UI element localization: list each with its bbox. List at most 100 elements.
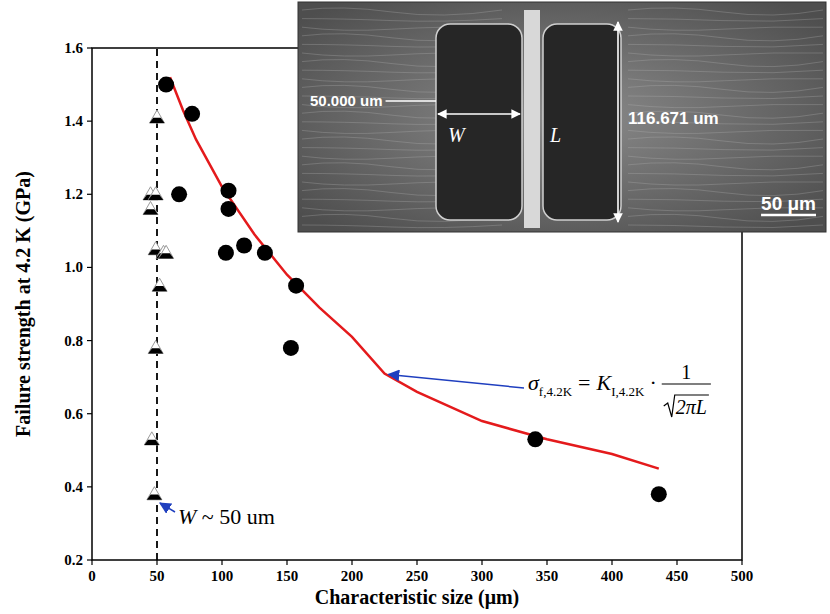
circle-point [527, 431, 543, 447]
x-tick-label: 0 [88, 568, 96, 584]
triangle-fill [152, 286, 167, 291]
triangle-outline [143, 201, 158, 214]
texture [628, 44, 823, 47]
w-symbol: W [178, 504, 198, 529]
texture [628, 60, 823, 67]
x-tick-label: 100 [211, 568, 234, 584]
x-tick-label: 250 [406, 568, 429, 584]
x-tick [286, 560, 287, 565]
formula-sub: I,4.2K [611, 384, 645, 399]
l-dimension [617, 22, 619, 222]
notch-right [543, 24, 621, 220]
circle-point [171, 186, 187, 202]
texture [628, 53, 823, 56]
formula-eq: = [578, 370, 590, 395]
y-tick [87, 121, 92, 122]
circle-point [221, 201, 237, 217]
formula: σf,4.2K=KI,4.2K·2πL1 [528, 361, 711, 418]
circle-point [221, 183, 237, 199]
inset-background [298, 2, 826, 232]
texture [628, 156, 823, 159]
fraction-bar [662, 383, 711, 384]
x-tick-label: 50 [150, 568, 165, 584]
texture [302, 225, 502, 228]
y-tick [87, 47, 92, 48]
w-dimension [438, 113, 520, 115]
formula-arrow [389, 374, 525, 388]
texture [628, 104, 823, 107]
texture [628, 8, 823, 15]
texture [628, 19, 823, 22]
x-tick [351, 560, 352, 565]
triangle-point [144, 432, 159, 445]
x-tick [741, 560, 742, 565]
texture [628, 79, 823, 82]
triangle-outline [159, 245, 174, 258]
formula-denominator: 2πL [676, 396, 707, 418]
x-tick-label: 150 [276, 568, 299, 584]
triangle-fill [148, 195, 163, 200]
triangle-point [150, 110, 165, 123]
y-tick-label: 0.8 [64, 333, 83, 349]
circle-point [651, 486, 667, 502]
y-tick [87, 413, 92, 414]
sqrt-sign [664, 395, 709, 417]
triangle-outline [144, 432, 159, 445]
w-annotation: W ~ 50 um [178, 504, 275, 529]
x-tick [546, 560, 547, 565]
x-tick-label: 200 [341, 568, 364, 584]
center-band [524, 10, 540, 228]
x-tick-label: 350 [536, 568, 559, 584]
texture [628, 85, 823, 92]
circle-point [158, 77, 174, 93]
y-tick-label: 1.2 [64, 186, 83, 202]
triangle-point [159, 245, 174, 258]
triangle-fill [159, 253, 174, 258]
formula-dot: · [649, 370, 656, 395]
y-tick [87, 267, 92, 268]
texture [628, 96, 823, 99]
triangle-point [148, 187, 163, 200]
circle-point [184, 106, 200, 122]
formula-sub: f,4.2K [539, 384, 573, 399]
x-tick-label: 400 [601, 568, 624, 584]
triangle-point [147, 487, 162, 500]
y-tick [87, 559, 92, 560]
y-tick [87, 194, 92, 195]
triangle-point [152, 278, 167, 291]
texture [628, 214, 823, 221]
y-tick-label: 0.2 [64, 552, 83, 568]
y-axis-title: Failure strength at 4.2 K (GPa) [12, 171, 35, 437]
w-text: ~ 50 um [196, 504, 275, 529]
notch-left [436, 24, 522, 220]
reference-line [156, 48, 158, 560]
y-tick-label: 1.4 [64, 113, 83, 129]
texture [628, 70, 823, 73]
y-tick [87, 486, 92, 487]
x-tick [676, 560, 677, 565]
circle-point [288, 278, 304, 294]
texture [628, 163, 823, 170]
w-arrow [160, 503, 175, 512]
y-tick [87, 340, 92, 341]
x-tick-label: 500 [731, 568, 754, 584]
scale-bar [761, 214, 816, 217]
triangle-outline [148, 187, 163, 200]
texture [628, 137, 823, 144]
circle-point [283, 340, 299, 356]
inset-width-label: 50.000 um [310, 92, 383, 109]
y-tick-label: 0.4 [64, 479, 83, 495]
triangle-outline [150, 110, 165, 123]
x-tick [611, 560, 612, 565]
y-tick-label: 1.0 [64, 259, 83, 275]
triangle-outline [147, 487, 162, 500]
x-tick [156, 560, 157, 565]
triangle-outline [152, 278, 167, 291]
x-tick-label: 300 [471, 568, 494, 584]
y-tick-label: 1.6 [64, 40, 83, 56]
x-tick [416, 560, 417, 565]
triangle-point [148, 340, 163, 353]
triangle-fill [144, 440, 159, 445]
triangle-fill [150, 118, 165, 123]
triangle-outline [148, 340, 163, 353]
